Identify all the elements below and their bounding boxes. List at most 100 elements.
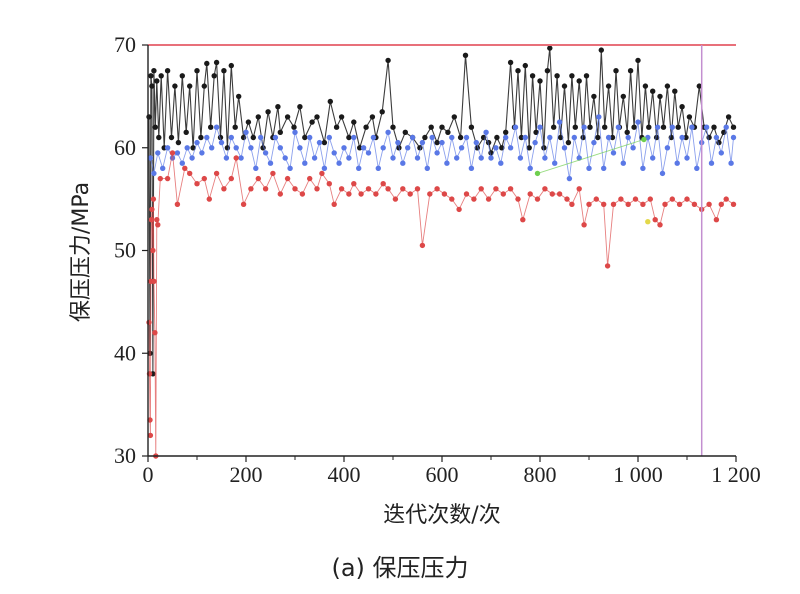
series-1-point [179, 73, 185, 79]
series-2-point [370, 134, 377, 141]
series-1-point [156, 134, 162, 141]
series-3-point [485, 196, 492, 202]
series-2-point [409, 134, 416, 141]
series-1-point [572, 124, 578, 130]
series-2-point [684, 155, 690, 161]
series-1-point [583, 73, 590, 79]
series-2-point [326, 134, 332, 141]
series-1-point [213, 59, 220, 66]
series-1-point [635, 57, 641, 64]
series-2-point [316, 139, 323, 146]
series-2-point [498, 160, 504, 166]
series-3-point [542, 186, 548, 192]
series-1-point [711, 124, 717, 130]
series-3-point [463, 191, 470, 197]
series-1-point [275, 104, 281, 110]
series-3-point [292, 186, 298, 192]
series-3-point [706, 201, 712, 207]
series-2-point [414, 155, 421, 161]
series-3-point [456, 206, 462, 213]
series-2-point [669, 124, 675, 130]
series-3-point [147, 432, 154, 439]
series-1-point [422, 134, 428, 141]
series-3-point [262, 186, 269, 192]
series-2-point [228, 134, 234, 141]
series-2-point [184, 145, 190, 151]
series-1-point [544, 68, 551, 74]
series-3-point [601, 201, 607, 207]
series-2 [147, 114, 737, 182]
series-1 [146, 45, 737, 377]
series-1-point [302, 134, 308, 141]
series-1-point [245, 119, 252, 125]
series-3-point [307, 175, 313, 182]
series-3-point [493, 186, 499, 192]
series-1-point [620, 93, 626, 100]
series-2-point [620, 160, 626, 166]
series-3-point [240, 201, 247, 207]
series-1-point [485, 139, 492, 146]
series-3-point [569, 201, 575, 207]
series-2-point [331, 150, 337, 156]
series-1-point [576, 78, 582, 84]
series-2-point [151, 170, 157, 177]
series-1-point [624, 129, 630, 135]
series-1-point [675, 124, 681, 130]
series-2-point [718, 150, 724, 156]
series-2-point [723, 124, 729, 130]
series-1-point [172, 83, 178, 89]
series-2-point [160, 165, 166, 171]
series-1-point [503, 129, 509, 135]
series-1-point [537, 78, 543, 84]
series-1-point [154, 78, 160, 84]
series-1-point [529, 73, 536, 79]
series-1-point [595, 134, 601, 141]
series-2-point [630, 145, 636, 151]
series-2-point [243, 129, 249, 135]
series-1-point [526, 145, 532, 151]
series-1-point [547, 45, 553, 51]
series-1-point [605, 83, 612, 89]
y-tick-label: 40 [114, 340, 136, 365]
series-3-point [146, 319, 152, 326]
y-tick-label: 50 [114, 238, 136, 263]
series-1-point [468, 124, 475, 130]
series-3-point [194, 181, 200, 187]
series-4-trace [537, 139, 645, 174]
series-3-point [277, 191, 283, 197]
series-2-point [449, 134, 455, 141]
series-3-point [400, 186, 406, 192]
series-3-point [640, 201, 646, 207]
series-1-point [149, 83, 155, 89]
series-2-point [679, 134, 685, 141]
y-tick-label: 60 [114, 135, 136, 160]
series-3-point [657, 222, 663, 228]
series-3-point [338, 186, 345, 192]
series-3-point [331, 201, 337, 207]
series-1-point [494, 134, 500, 141]
series-1-point [232, 124, 238, 130]
series-2-point [287, 165, 293, 171]
series-3-point [358, 191, 364, 197]
series-1-point [518, 134, 525, 141]
series-1-point [533, 129, 539, 135]
series-2-point [439, 139, 445, 146]
series-1-point [183, 129, 189, 135]
series-3-point [652, 217, 658, 223]
series-3-point [586, 201, 592, 207]
series-3-point [556, 191, 563, 197]
series-4-point [534, 170, 541, 177]
series-1-point [642, 83, 649, 89]
series-1-point [434, 139, 440, 146]
series-2-point [282, 155, 288, 161]
x-axis-title: 迭代次数/次 [383, 503, 500, 528]
series-2-point [233, 145, 239, 151]
series-2-point [360, 145, 367, 151]
series-2-point [204, 134, 210, 141]
series-1-point [201, 83, 207, 89]
series-3-point [520, 217, 526, 223]
series-3-point [449, 196, 455, 202]
series-2-point [635, 119, 641, 125]
series-2-point [272, 134, 279, 141]
series-1-point [660, 124, 667, 130]
